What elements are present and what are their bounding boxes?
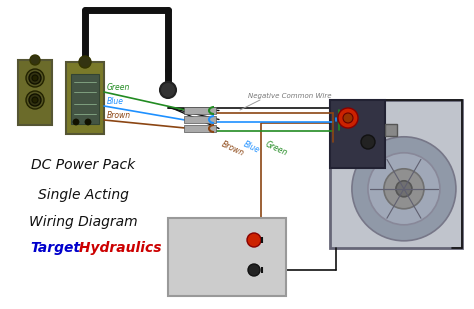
Bar <box>330 100 462 248</box>
Circle shape <box>160 82 176 98</box>
Circle shape <box>32 75 38 81</box>
Text: Wiring Diagram: Wiring Diagram <box>29 215 137 229</box>
Text: Hydraulics: Hydraulics <box>74 241 162 255</box>
Bar <box>184 107 216 114</box>
Bar <box>66 62 104 134</box>
Circle shape <box>384 169 424 209</box>
Circle shape <box>73 119 79 125</box>
Circle shape <box>343 113 353 123</box>
Circle shape <box>368 153 440 225</box>
Circle shape <box>26 91 44 109</box>
Text: Green: Green <box>107 83 130 91</box>
Text: DC Power Pack: DC Power Pack <box>31 158 135 172</box>
Bar <box>184 116 216 123</box>
Circle shape <box>26 69 44 87</box>
Circle shape <box>32 97 38 103</box>
Text: Brown: Brown <box>107 111 131 120</box>
Circle shape <box>30 55 40 65</box>
Bar <box>385 124 397 136</box>
Bar <box>18 60 52 125</box>
Text: Brown: Brown <box>220 140 246 158</box>
Circle shape <box>85 119 91 125</box>
Circle shape <box>396 181 412 197</box>
Bar <box>71 74 99 124</box>
Circle shape <box>29 94 41 106</box>
Circle shape <box>247 233 261 247</box>
Text: Green: Green <box>264 140 289 158</box>
Circle shape <box>79 56 91 68</box>
Text: Blue: Blue <box>107 96 124 105</box>
Bar <box>184 125 216 132</box>
Circle shape <box>338 108 358 128</box>
Circle shape <box>29 72 41 84</box>
Circle shape <box>248 264 260 276</box>
Bar <box>330 100 385 168</box>
Text: Single Acting: Single Acting <box>37 188 128 202</box>
Bar <box>168 218 286 296</box>
Circle shape <box>352 137 456 241</box>
Text: Negative Common Wire: Negative Common Wire <box>248 93 332 99</box>
Text: Target: Target <box>30 241 80 255</box>
Circle shape <box>361 135 375 149</box>
Text: Blue: Blue <box>242 140 261 155</box>
